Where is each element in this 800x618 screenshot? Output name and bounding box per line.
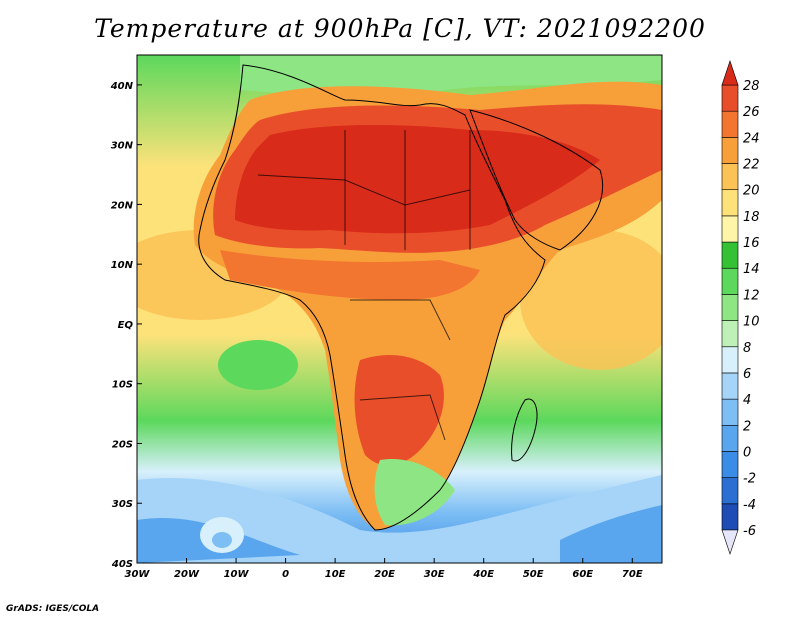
latitude-ticks: 40N 30N 20N 10N EQ 10S 20S 30S 40S <box>110 81 142 570</box>
colorbar-bin <box>721 320 739 348</box>
colorbar-bin <box>721 84 739 112</box>
lat-tick-label: 10N <box>111 260 134 271</box>
colorbar-bin <box>721 477 739 505</box>
inner-border-2 <box>344 130 471 250</box>
colorbar-label: 24 <box>743 131 760 146</box>
coastlines <box>198 64 604 531</box>
colorbar-bin <box>721 372 739 400</box>
colorbar-bin <box>721 398 739 426</box>
south-africa-cool <box>374 459 455 526</box>
colorbar-bin <box>721 346 739 374</box>
temperature-field <box>137 55 662 563</box>
southern-ocean-cold <box>137 475 662 563</box>
colorbar-bin <box>721 110 739 138</box>
colorbar-bin <box>721 451 739 478</box>
lat-tick-label: 20S <box>112 439 133 450</box>
credit-text: GrADS: IGES/COLA <box>6 604 100 614</box>
south-east-colder <box>560 505 662 563</box>
arabia-coastline <box>469 109 604 251</box>
colorbar-label: 6 <box>743 367 751 382</box>
colorbar-label: 10 <box>743 315 760 330</box>
lat-tick-label: 40S <box>111 559 133 570</box>
colorbar-label: 16 <box>743 236 760 251</box>
lon-tick-label: 70E <box>622 569 643 580</box>
colorbar-label: 18 <box>743 210 760 225</box>
colorbar-bin <box>721 137 739 164</box>
indian-ocean-warm-band <box>520 230 662 370</box>
colorbar-label: -6 <box>743 524 756 539</box>
lon-tick-label: 0 <box>282 569 289 580</box>
colorbar-bin <box>721 424 739 452</box>
colorbar-bin <box>721 163 739 191</box>
lon-tick-label: 20E <box>374 569 395 580</box>
lon-tick-label: 40E <box>472 569 494 580</box>
south-atlantic-cool-patch <box>218 340 298 390</box>
inner-border-1 <box>257 174 471 206</box>
lat-tick-label: EQ <box>118 320 134 331</box>
lat-tick-label: 30N <box>111 141 134 152</box>
colorbar-label: 26 <box>743 105 760 120</box>
lat-tick-label: 40N <box>110 81 134 92</box>
colorbar-label: -4 <box>743 498 756 513</box>
inner-border-3 <box>350 299 451 441</box>
colorbar-label: 4 <box>743 393 751 408</box>
lon-tick-label: 10W <box>224 569 250 580</box>
lon-tick-label: 30W <box>125 569 151 580</box>
longitude-ticks: 30W 20W 10W 0 10E 20E 30E 40E 50E 60E 70E <box>125 558 643 580</box>
cyclone-core <box>212 532 232 548</box>
colorbar-bin <box>721 503 739 531</box>
colorbar-bin <box>721 267 739 295</box>
colorbar-label: 14 <box>743 262 760 277</box>
colorbar-label: 2 <box>743 419 751 434</box>
colorbar-label: -2 <box>743 472 756 487</box>
lon-tick-label: 60E <box>572 569 593 580</box>
southern-africa-hot <box>354 355 444 466</box>
africa-coastline <box>198 64 546 531</box>
colorbar-label: 20 <box>743 184 760 199</box>
madagascar-coastline <box>511 398 538 462</box>
colorbar-bin <box>721 215 739 243</box>
colorbar-label: 12 <box>743 288 760 303</box>
colorbar-label: 0 <box>743 445 751 460</box>
colorbar-bin <box>721 294 739 321</box>
lon-tick-label: 10E <box>325 569 346 580</box>
colorbar-bin <box>721 189 739 217</box>
colorbar-max-arrow <box>721 60 739 86</box>
colorbar-label: 22 <box>743 158 760 173</box>
lon-tick-label: 20W <box>174 569 200 580</box>
lon-tick-label: 30E <box>424 569 445 580</box>
colorbar-bin <box>721 241 739 269</box>
colorbar-label: 28 <box>743 79 760 94</box>
map-title: Temperature at 900hPa [C], VT: 202109220… <box>94 14 706 43</box>
lat-tick-label: 30S <box>112 499 133 510</box>
plot-frame <box>136 54 663 564</box>
lon-tick-label: 50E <box>523 569 544 580</box>
colorbar-min-arrow <box>721 529 739 555</box>
lat-tick-label: 10S <box>112 380 133 391</box>
sahel-warm <box>220 250 480 300</box>
lat-tick-label: 20N <box>111 200 134 211</box>
colorbar-label: 8 <box>743 341 751 356</box>
